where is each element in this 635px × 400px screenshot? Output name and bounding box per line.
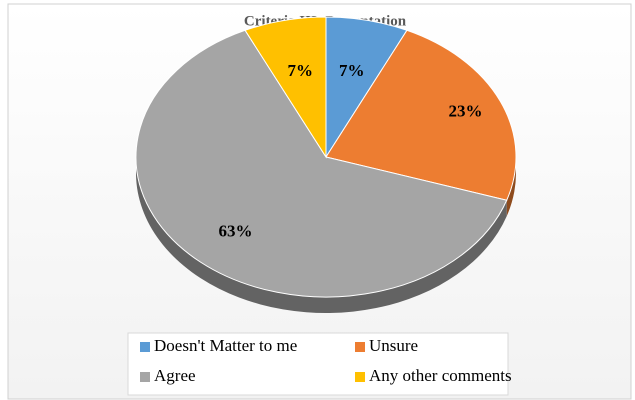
legend-label: Agree [154,366,196,385]
slice [135,29,508,298]
legend-label: Any other comments [369,366,512,385]
legend-box [127,332,509,396]
legend-marker [355,372,365,382]
slice [244,16,327,159]
data-label: 7% [288,61,314,80]
data-label: 63% [219,222,253,241]
slice [325,29,517,201]
data-label: 23% [448,101,482,120]
legend-marker [140,372,150,382]
legend-label: Doesn't Matter to me [154,336,297,355]
legend-marker [355,342,365,352]
legend-label: Unsure [369,336,418,355]
legend-marker [140,342,150,352]
data-label: 7% [339,61,365,80]
